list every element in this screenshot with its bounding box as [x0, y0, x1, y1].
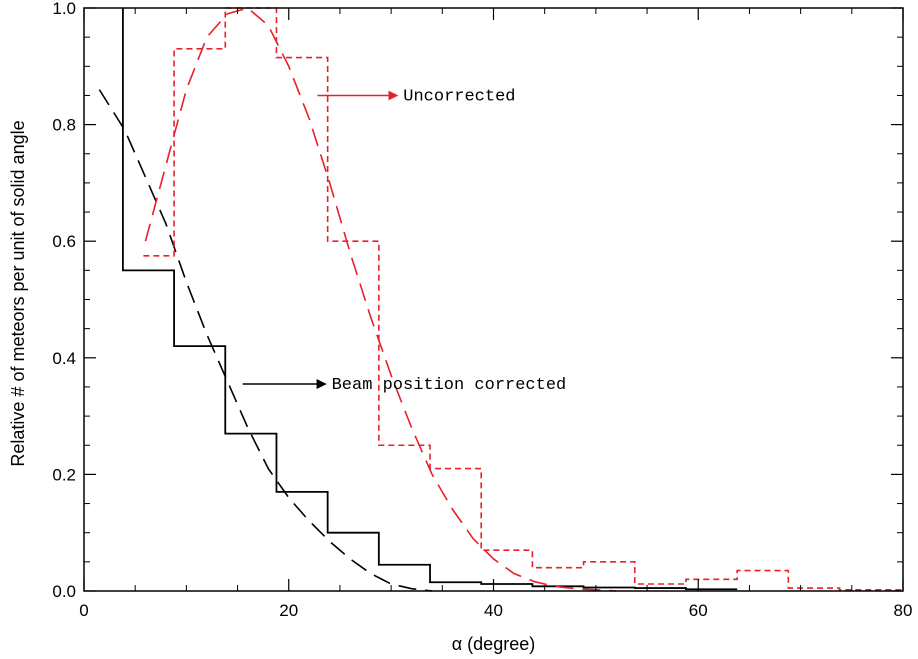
series-1-fit-dashed: [98, 89, 433, 592]
x-tick-label: 40: [484, 601, 503, 620]
annotation-label: Beam position corrected: [332, 376, 567, 395]
annotation-label: Uncorrected: [403, 87, 515, 106]
y-tick-label: 1.0: [52, 0, 76, 18]
x-tick-label: 80: [894, 601, 913, 620]
y-tick-label: 0.2: [52, 465, 76, 484]
x-tick-label: 20: [279, 601, 298, 620]
plot-frame: [83, 7, 904, 592]
y-tick-label: 0.0: [52, 582, 76, 601]
series-0-histogram-solid: [122, 8, 738, 591]
y-tick-label: 0.8: [52, 116, 76, 135]
x-tick-label: 60: [689, 601, 708, 620]
y-tick-label: 0.6: [52, 232, 76, 251]
y-axis-label: Relative # of meteors per unit of solid …: [8, 120, 28, 466]
series-2-histogram-dashed: [143, 7, 903, 591]
series-3-fit-dashed: [144, 7, 617, 592]
annotations: Uncorrected Beam position corrected: [242, 87, 567, 395]
x-tick-label: 0: [79, 601, 88, 620]
axis-ticks: 0 20 40 60 80 0.0 0.2 0.4 0.6 0.8 1.0: [52, 0, 912, 620]
y-tick-label: 0.4: [52, 349, 76, 368]
x-axis-label: α (degree): [452, 634, 535, 654]
